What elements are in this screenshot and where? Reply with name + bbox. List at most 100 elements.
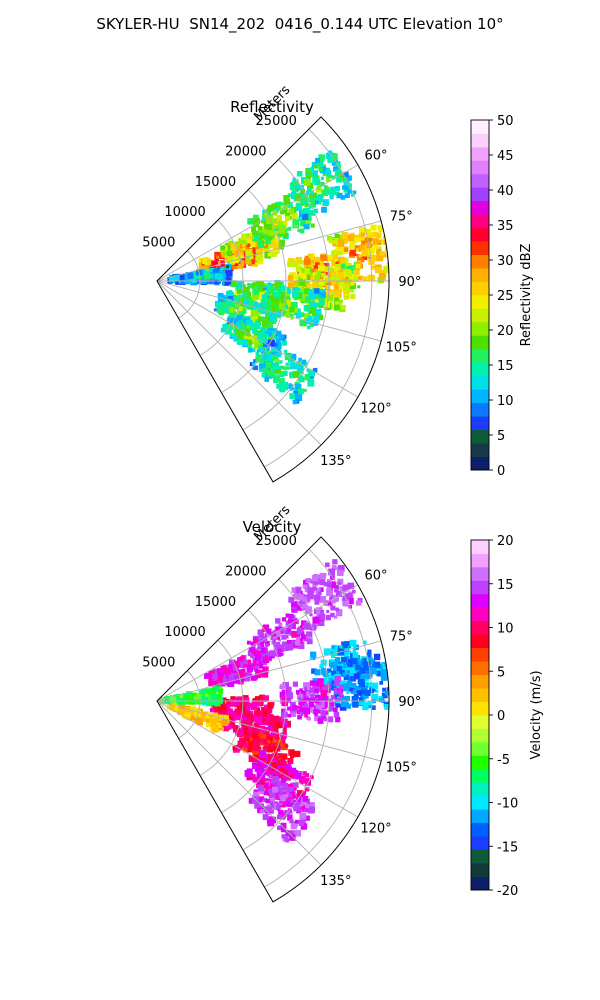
echo-cell bbox=[299, 625, 303, 629]
colorbar-tick-label: -20 bbox=[497, 884, 518, 899]
echo-cell bbox=[251, 322, 258, 329]
echo-cell bbox=[228, 258, 236, 265]
echo-cell bbox=[285, 362, 290, 367]
echo-cell bbox=[291, 193, 295, 197]
echo-cell bbox=[179, 694, 184, 699]
echo-cell bbox=[309, 210, 316, 216]
echo-cell bbox=[274, 342, 282, 349]
echo-cell bbox=[320, 297, 325, 302]
echo-cell bbox=[280, 779, 286, 786]
velocity-title: Velocity bbox=[243, 518, 302, 536]
echo-cell bbox=[294, 750, 301, 758]
sector-outline bbox=[156, 536, 390, 903]
echo-cell bbox=[299, 270, 306, 278]
echo-cell bbox=[257, 759, 262, 765]
echo-cell bbox=[299, 320, 305, 326]
echo-cell bbox=[317, 591, 322, 596]
colorbar-swatch bbox=[471, 553, 489, 568]
colorbar-swatch bbox=[471, 173, 489, 188]
velocity-panel: Velocity 60° 75° 90° 105° 120° 135° 5000 10000 1… bbox=[142, 502, 544, 903]
echo-cell bbox=[253, 710, 261, 718]
echo-cell bbox=[252, 328, 258, 334]
echo-cell bbox=[310, 293, 317, 300]
echo-cell bbox=[231, 298, 236, 303]
echo-cell bbox=[281, 834, 286, 839]
echo-cell bbox=[337, 240, 345, 248]
echo-cell bbox=[361, 240, 366, 245]
echo-cell bbox=[241, 244, 246, 248]
echo-cell bbox=[224, 723, 232, 730]
echo-cell bbox=[340, 195, 346, 200]
echo-cell bbox=[268, 243, 274, 248]
echo-cell bbox=[300, 209, 306, 215]
echo-cell bbox=[330, 685, 336, 691]
echo-cell bbox=[220, 709, 226, 715]
echo-cell bbox=[318, 167, 323, 172]
echo-cell bbox=[230, 724, 234, 729]
echo-cell bbox=[248, 346, 253, 351]
echo-cell bbox=[289, 773, 294, 778]
echo-cell bbox=[329, 707, 334, 712]
echo-cell bbox=[329, 648, 333, 653]
echo-cell bbox=[259, 336, 267, 344]
echo-cell bbox=[305, 175, 311, 181]
echo-cell bbox=[294, 399, 300, 404]
echo-cell bbox=[329, 597, 333, 601]
colorbar-swatch bbox=[471, 809, 489, 824]
echo-cell bbox=[272, 632, 277, 637]
echo-cell bbox=[378, 665, 383, 670]
echo-cell bbox=[297, 375, 304, 381]
echo-cell bbox=[267, 724, 273, 730]
echo-cell bbox=[336, 277, 342, 283]
colorbar-tick-label: 25 bbox=[497, 289, 514, 304]
echo-cell bbox=[258, 307, 262, 311]
colorbar-tick-label: 30 bbox=[497, 254, 514, 269]
echo-cell bbox=[237, 289, 242, 294]
echo-cell bbox=[267, 339, 275, 347]
echo-cell bbox=[287, 289, 292, 294]
colorbar-tick-label: -10 bbox=[497, 797, 518, 812]
echo-cell bbox=[251, 348, 255, 352]
echo-cell bbox=[264, 226, 269, 231]
echo-cell bbox=[248, 257, 256, 265]
echo-cell bbox=[195, 711, 202, 718]
echo-cell bbox=[254, 739, 260, 745]
echo-cell bbox=[251, 283, 257, 289]
echo-cell bbox=[265, 768, 272, 776]
echo-cell bbox=[259, 697, 264, 702]
echo-cell bbox=[335, 716, 341, 723]
colorbar-swatch bbox=[471, 295, 489, 309]
echo-cell bbox=[257, 239, 262, 244]
echo-cell bbox=[299, 638, 303, 642]
colorbar-swatch bbox=[471, 268, 489, 282]
echo-cell bbox=[209, 707, 215, 713]
echo-cell bbox=[261, 226, 266, 231]
echo-cell bbox=[319, 664, 324, 669]
echo-cell bbox=[237, 333, 244, 339]
echo-cell bbox=[303, 707, 311, 715]
echo-cell bbox=[224, 280, 230, 286]
echo-cell bbox=[362, 640, 367, 645]
echo-cell bbox=[254, 667, 259, 672]
echo-cell bbox=[310, 197, 317, 204]
echo-cell bbox=[296, 634, 301, 639]
echo-cell bbox=[330, 605, 336, 611]
colorbar-swatch bbox=[471, 362, 489, 377]
echo-cell bbox=[336, 194, 341, 199]
colorbar-tick-label: 40 bbox=[497, 184, 514, 199]
echo-cell bbox=[300, 201, 304, 205]
echo-cell bbox=[250, 309, 257, 317]
echo-cell bbox=[309, 807, 316, 813]
echo-cell bbox=[339, 645, 343, 649]
colorbar-swatch bbox=[471, 402, 489, 417]
echo-cell bbox=[272, 362, 280, 370]
echo-cell bbox=[279, 360, 283, 364]
echo-cell bbox=[268, 774, 273, 779]
echo-cell bbox=[379, 666, 387, 673]
echo-cell bbox=[312, 575, 319, 582]
echo-cell bbox=[228, 664, 233, 669]
echo-cell bbox=[218, 679, 225, 685]
echo-cell bbox=[331, 237, 336, 241]
echo-cell bbox=[332, 707, 338, 713]
echo-cell bbox=[360, 258, 365, 263]
